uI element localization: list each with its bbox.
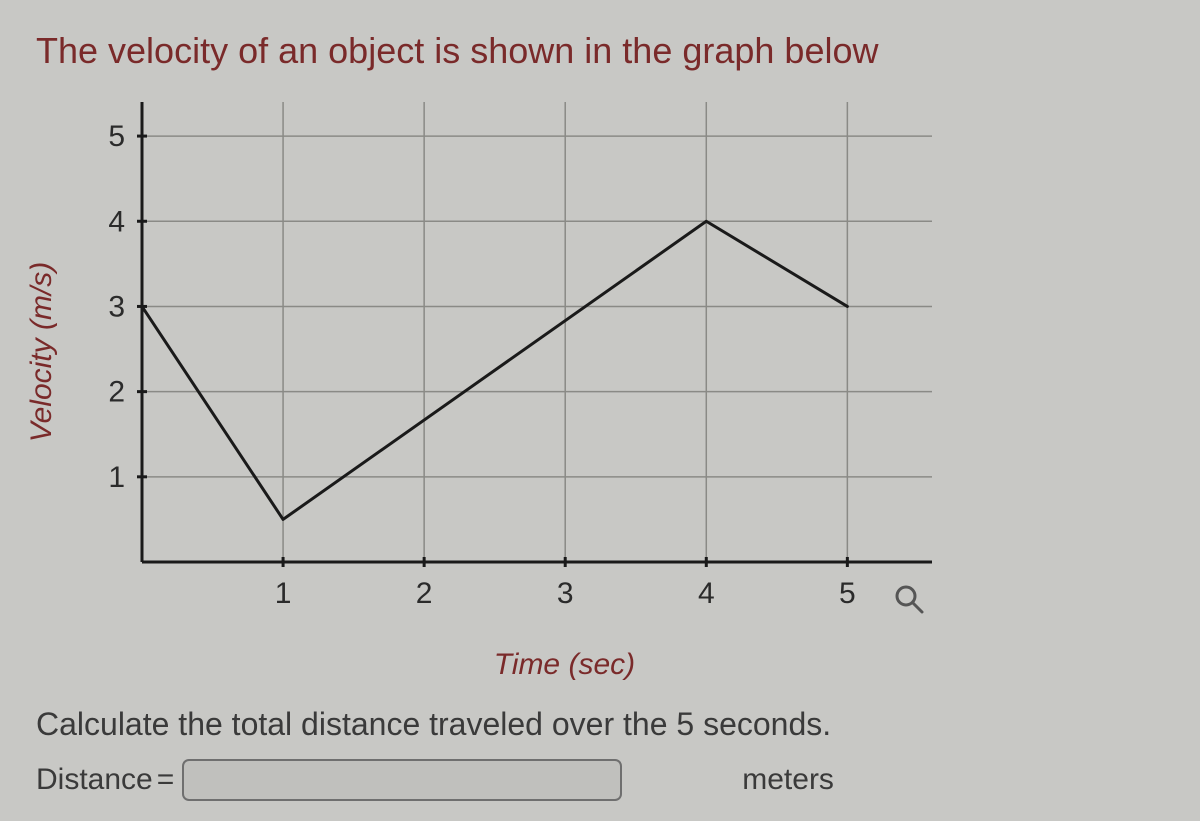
chart-svg: 1 2 3 4 5 1 2 3 4 5 — [72, 82, 972, 622]
question-prompt: The velocity of an object is shown in th… — [36, 30, 1168, 72]
instruction-text: Calculate the total distance traveled ov… — [36, 706, 1168, 743]
answer-unit: meters — [742, 763, 834, 797]
x-axis-label: Time (sec) — [494, 648, 635, 682]
svg-text:3: 3 — [557, 577, 574, 610]
svg-text:1: 1 — [275, 577, 292, 610]
svg-text:3: 3 — [108, 290, 125, 323]
svg-text:2: 2 — [108, 376, 125, 409]
distance-input[interactable] — [182, 759, 622, 801]
svg-text:5: 5 — [839, 577, 856, 610]
magnifier-icon[interactable] — [892, 582, 926, 621]
svg-text:4: 4 — [698, 577, 715, 610]
svg-text:4: 4 — [108, 205, 125, 238]
velocity-chart: Velocity (m/s) 1234512345 Time (sec) — [72, 82, 972, 622]
equals-sign: = — [157, 763, 175, 797]
svg-text:2: 2 — [416, 577, 433, 610]
svg-text:1: 1 — [108, 461, 125, 494]
svg-text:5: 5 — [108, 120, 125, 153]
answer-row: Distance = meters — [36, 759, 1168, 801]
answer-label: Distance — [36, 763, 153, 797]
y-axis-label: Velocity (m/s) — [25, 262, 59, 443]
question-page: The velocity of an object is shown in th… — [0, 0, 1200, 801]
